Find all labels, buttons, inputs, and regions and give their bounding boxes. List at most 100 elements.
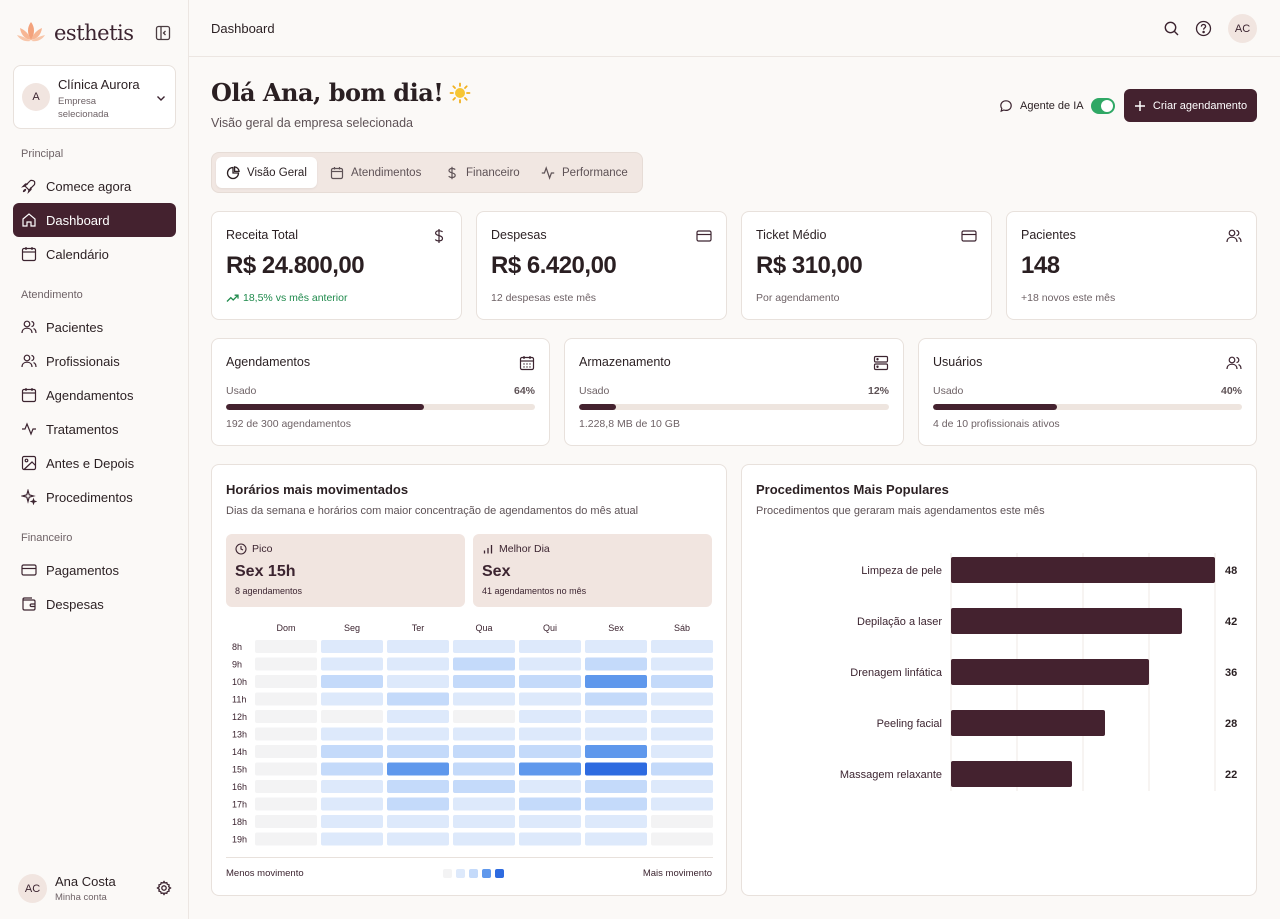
heatmap-cell[interactable] bbox=[519, 657, 581, 671]
heatmap-cell[interactable] bbox=[585, 797, 647, 811]
bar[interactable] bbox=[951, 608, 1182, 634]
heatmap-cell[interactable] bbox=[519, 675, 581, 688]
heatmap-cell[interactable] bbox=[651, 762, 713, 776]
tab-atendimentos[interactable]: Atendimentos bbox=[320, 157, 431, 188]
company-selector[interactable]: A Clínica Aurora Empresa selecionada bbox=[13, 65, 176, 129]
ai-agent-toggle[interactable]: Agente de IA bbox=[999, 96, 1115, 116]
heatmap-cell[interactable] bbox=[585, 675, 647, 688]
brand[interactable]: esthetis bbox=[16, 18, 134, 48]
heatmap-cell[interactable] bbox=[453, 640, 515, 653]
heatmap-cell[interactable] bbox=[651, 640, 713, 653]
sidebar-item-antes-e-depois[interactable]: Antes e Depois bbox=[13, 446, 176, 480]
sidebar-item-despesas[interactable]: Despesas bbox=[13, 587, 176, 621]
sidebar-item-pacientes[interactable]: Pacientes bbox=[13, 310, 176, 344]
tab-financeiro[interactable]: Financeiro bbox=[435, 157, 530, 188]
heatmap-cell[interactable] bbox=[453, 797, 515, 811]
bar[interactable] bbox=[951, 761, 1072, 787]
heatmap-cell[interactable] bbox=[387, 692, 449, 706]
heatmap-cell[interactable] bbox=[453, 710, 515, 723]
heatmap-cell[interactable] bbox=[585, 762, 647, 776]
stat-card-receita[interactable]: Receita Total R$ 24.800,00 18,5% vs mês … bbox=[211, 211, 462, 320]
heatmap-cell[interactable] bbox=[255, 762, 317, 776]
heatmap-cell[interactable] bbox=[321, 727, 383, 741]
heatmap-cell[interactable] bbox=[651, 710, 713, 723]
heatmap-cell[interactable] bbox=[519, 692, 581, 706]
heatmap-cell[interactable] bbox=[585, 727, 647, 741]
sidebar-item-dashboard[interactable]: Dashboard bbox=[13, 203, 176, 237]
heatmap-cell[interactable] bbox=[453, 657, 515, 671]
heatmap-cell[interactable] bbox=[321, 745, 383, 758]
search-icon[interactable] bbox=[1163, 20, 1180, 37]
heatmap-cell[interactable] bbox=[519, 780, 581, 793]
tab-visao-geral[interactable]: Visão Geral bbox=[216, 157, 317, 188]
heatmap-cell[interactable] bbox=[387, 745, 449, 758]
heatmap-cell[interactable] bbox=[585, 745, 647, 758]
heatmap-cell[interactable] bbox=[255, 745, 317, 758]
heatmap-cell[interactable] bbox=[453, 675, 515, 688]
heatmap-cell[interactable] bbox=[255, 780, 317, 793]
heatmap-cell[interactable] bbox=[453, 780, 515, 793]
heatmap-cell[interactable] bbox=[585, 692, 647, 706]
sidebar-item-pagamentos[interactable]: Pagamentos bbox=[13, 553, 176, 587]
heatmap-cell[interactable] bbox=[321, 657, 383, 671]
heatmap-cell[interactable] bbox=[585, 832, 647, 846]
user-account[interactable]: AC Ana Costa Minha conta bbox=[18, 873, 178, 905]
heatmap-cell[interactable] bbox=[321, 832, 383, 846]
heatmap-cell[interactable] bbox=[651, 675, 713, 688]
heatmap-cell[interactable] bbox=[519, 710, 581, 723]
tab-performance[interactable]: Performance bbox=[531, 157, 638, 188]
heatmap-cell[interactable] bbox=[387, 780, 449, 793]
sidebar-item-tratamentos[interactable]: Tratamentos bbox=[13, 412, 176, 446]
heatmap-cell[interactable] bbox=[585, 815, 647, 828]
heatmap-cell[interactable] bbox=[585, 710, 647, 723]
ai-agent-switch[interactable] bbox=[1090, 98, 1115, 114]
stat-card-ticket[interactable]: Ticket Médio R$ 310,00 Por agendamento bbox=[741, 211, 992, 320]
heatmap-cell[interactable] bbox=[453, 692, 515, 706]
heatmap-cell[interactable] bbox=[255, 832, 317, 846]
heatmap-cell[interactable] bbox=[519, 745, 581, 758]
help-icon[interactable] bbox=[1195, 20, 1212, 37]
heatmap-cell[interactable] bbox=[453, 727, 515, 741]
heatmap-cell[interactable] bbox=[387, 675, 449, 688]
heatmap-cell[interactable] bbox=[387, 797, 449, 811]
stat-card-despesas[interactable]: Despesas R$ 6.420,00 12 despesas este mê… bbox=[476, 211, 727, 320]
sidebar-item-agendamentos[interactable]: Agendamentos bbox=[13, 378, 176, 412]
heatmap-cell[interactable] bbox=[321, 762, 383, 776]
heatmap-cell[interactable] bbox=[585, 780, 647, 793]
heatmap-cell[interactable] bbox=[387, 727, 449, 741]
create-appointment-button[interactable]: Criar agendamento bbox=[1124, 89, 1257, 122]
heatmap-cell[interactable] bbox=[651, 657, 713, 671]
heatmap-cell[interactable] bbox=[321, 797, 383, 811]
heatmap-cell[interactable] bbox=[387, 815, 449, 828]
heatmap-cell[interactable] bbox=[519, 727, 581, 741]
heatmap-cell[interactable] bbox=[453, 832, 515, 846]
heatmap-cell[interactable] bbox=[519, 797, 581, 811]
heatmap-cell[interactable] bbox=[255, 727, 317, 741]
bar[interactable] bbox=[951, 659, 1149, 685]
heatmap-cell[interactable] bbox=[255, 640, 317, 653]
gear-icon[interactable] bbox=[156, 880, 172, 896]
heatmap-cell[interactable] bbox=[321, 675, 383, 688]
heatmap-cell[interactable] bbox=[651, 832, 713, 846]
sidebar-item-comece-agora[interactable]: Comece agora bbox=[13, 169, 176, 203]
heatmap-cell[interactable] bbox=[387, 710, 449, 723]
topbar-avatar[interactable]: AC bbox=[1228, 14, 1257, 43]
heatmap-cell[interactable] bbox=[387, 657, 449, 671]
sidebar-toggle-icon[interactable] bbox=[155, 25, 173, 41]
heatmap-cell[interactable] bbox=[651, 745, 713, 758]
heatmap-cell[interactable] bbox=[453, 745, 515, 758]
heatmap-cell[interactable] bbox=[255, 692, 317, 706]
sidebar-item-profissionais[interactable]: Profissionais bbox=[13, 344, 176, 378]
heatmap-cell[interactable] bbox=[255, 657, 317, 671]
heatmap-cell[interactable] bbox=[519, 640, 581, 653]
heatmap-cell[interactable] bbox=[651, 727, 713, 741]
heatmap-cell[interactable] bbox=[387, 762, 449, 776]
heatmap-cell[interactable] bbox=[651, 780, 713, 793]
bar[interactable] bbox=[951, 710, 1105, 736]
heatmap-cell[interactable] bbox=[651, 797, 713, 811]
heatmap-cell[interactable] bbox=[255, 710, 317, 723]
heatmap-cell[interactable] bbox=[255, 797, 317, 811]
heatmap-cell[interactable] bbox=[321, 710, 383, 723]
heatmap-cell[interactable] bbox=[255, 815, 317, 828]
heatmap-cell[interactable] bbox=[387, 832, 449, 846]
